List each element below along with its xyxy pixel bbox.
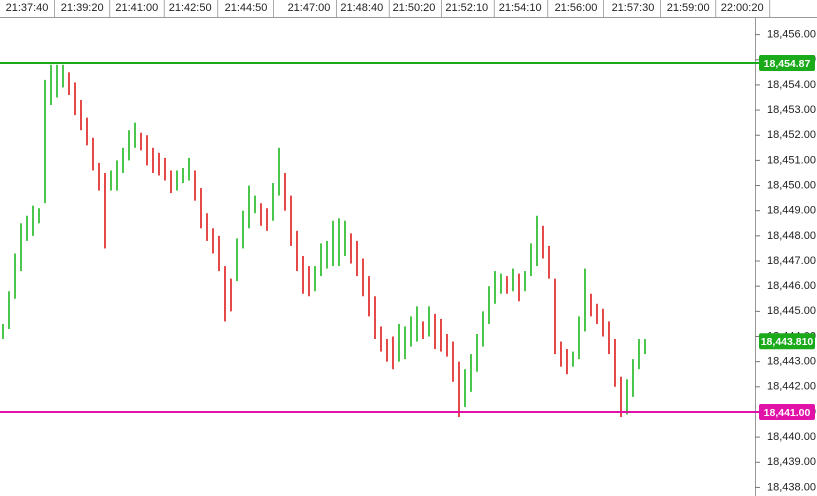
y-tick-label: 18,453.00 [767, 104, 816, 116]
x-tick-label: 21:39:20 [61, 2, 104, 14]
y-tick-label: 18,451.00 [767, 154, 816, 166]
x-tick-label: 21:41:00 [115, 2, 158, 14]
y-tick-label: 18,443.00 [767, 356, 816, 368]
x-tick-label: 21:50:20 [393, 2, 436, 14]
x-tick-label: 22:00:20 [721, 2, 764, 14]
y-tick-label: 18,438.00 [767, 481, 816, 493]
y-tick-label: 18,449.00 [767, 205, 816, 217]
price-tag-label: 18,443.810 [761, 336, 814, 348]
y-tick-label: 18,447.00 [767, 255, 816, 267]
y-tick-label: 18,439.00 [767, 456, 816, 468]
y-tick-label: 18,442.00 [767, 381, 816, 393]
y-tick-label: 18,450.00 [767, 179, 816, 191]
x-tick-label: 21:56:00 [555, 2, 598, 14]
price-tag-label: 18,441.00 [764, 407, 811, 419]
price-tag-box [759, 55, 815, 72]
x-tick-label: 21:47:00 [288, 2, 331, 14]
y-tick-label: 18,452.00 [767, 129, 816, 141]
x-tick-label: 21:42:50 [169, 2, 212, 14]
x-tick-label: 21:44:50 [225, 2, 268, 14]
y-tick-label: 18,454.00 [767, 79, 816, 91]
x-tick-label: 21:37:40 [6, 2, 49, 14]
price-tag-label: 18,454.87 [764, 58, 811, 70]
price-tag-box [759, 403, 815, 420]
y-tick-label: 18,446.00 [767, 280, 816, 292]
y-tick-label: 18,440.00 [767, 431, 816, 443]
y-tick-label: 18,456.00 [767, 29, 816, 41]
x-tick-label: 21:57:30 [612, 2, 655, 14]
y-tick-label: 18,448.00 [767, 230, 816, 242]
y-tick-label: 18,445.00 [767, 305, 816, 317]
price-tag-box [759, 333, 815, 350]
x-tick-label: 21:54:10 [499, 2, 542, 14]
x-tick-label: 21:48:40 [340, 2, 383, 14]
x-tick-label: 21:59:00 [667, 2, 710, 14]
x-tick-label: 21:52:10 [445, 2, 488, 14]
